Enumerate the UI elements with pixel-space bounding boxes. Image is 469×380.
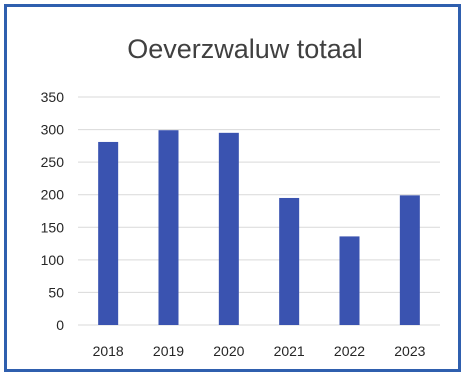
bar-2020: [218, 132, 239, 325]
bar-2023: [399, 195, 420, 325]
x-tick-label: 2022: [334, 343, 365, 359]
x-tick-label: 2020: [213, 343, 244, 359]
x-tick-label: 2018: [93, 343, 124, 359]
chart-title: Oeverzwaluw totaal: [127, 34, 363, 64]
bar-2022: [339, 236, 360, 325]
bar-2019: [158, 130, 179, 325]
y-tick-label: 50: [48, 284, 64, 300]
y-tick-label: 250: [41, 154, 65, 170]
y-tick-label: 350: [41, 89, 65, 105]
bar-2018: [98, 141, 119, 325]
y-tick-label: 300: [41, 122, 65, 138]
y-tick-label: 200: [41, 187, 65, 203]
x-tick-label: 2021: [274, 343, 305, 359]
y-tick-label: 100: [41, 252, 65, 268]
x-tick-label: 2023: [394, 343, 425, 359]
y-tick-label: 0: [56, 317, 64, 333]
y-tick-label: 150: [41, 219, 65, 235]
x-tick-label: 2019: [153, 343, 184, 359]
bar-2021: [279, 197, 300, 325]
